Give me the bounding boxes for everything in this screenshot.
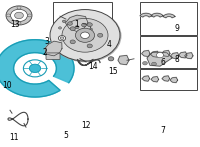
- Text: 5: 5: [64, 131, 68, 141]
- Circle shape: [17, 6, 21, 9]
- FancyBboxPatch shape: [140, 2, 197, 35]
- Polygon shape: [142, 50, 150, 56]
- Text: 1: 1: [75, 20, 79, 30]
- Polygon shape: [171, 53, 179, 59]
- Circle shape: [82, 23, 86, 27]
- Text: 8: 8: [175, 55, 179, 64]
- Polygon shape: [142, 76, 150, 81]
- Text: 9: 9: [175, 24, 179, 33]
- Circle shape: [17, 22, 21, 25]
- FancyBboxPatch shape: [140, 36, 197, 68]
- Text: 3: 3: [45, 37, 49, 46]
- Circle shape: [143, 61, 147, 65]
- Circle shape: [68, 22, 72, 25]
- Circle shape: [152, 62, 156, 66]
- Polygon shape: [162, 50, 170, 56]
- Polygon shape: [185, 53, 193, 59]
- FancyBboxPatch shape: [53, 2, 112, 45]
- Circle shape: [87, 44, 92, 48]
- Circle shape: [75, 26, 79, 29]
- Circle shape: [89, 28, 93, 31]
- Circle shape: [11, 9, 27, 22]
- Polygon shape: [118, 55, 129, 65]
- Text: 4: 4: [107, 40, 111, 49]
- Circle shape: [58, 27, 62, 29]
- Circle shape: [50, 10, 120, 61]
- Circle shape: [156, 52, 164, 58]
- Circle shape: [81, 32, 89, 39]
- Polygon shape: [179, 52, 187, 58]
- Circle shape: [62, 18, 108, 52]
- Circle shape: [98, 33, 103, 37]
- FancyBboxPatch shape: [46, 53, 60, 60]
- Circle shape: [62, 20, 66, 22]
- FancyBboxPatch shape: [140, 69, 197, 90]
- Circle shape: [90, 37, 94, 39]
- Polygon shape: [140, 13, 152, 17]
- Polygon shape: [0, 40, 74, 97]
- Circle shape: [70, 27, 75, 31]
- Circle shape: [6, 14, 10, 17]
- Text: 15: 15: [108, 67, 118, 76]
- Polygon shape: [151, 77, 159, 82]
- Circle shape: [29, 64, 41, 72]
- Polygon shape: [151, 13, 163, 17]
- Text: 7: 7: [161, 126, 165, 135]
- Text: 6: 6: [161, 58, 165, 67]
- Circle shape: [70, 40, 75, 44]
- Text: 12: 12: [81, 121, 91, 130]
- Polygon shape: [170, 77, 178, 83]
- Text: 11: 11: [9, 133, 19, 142]
- Polygon shape: [65, 15, 88, 32]
- Circle shape: [75, 28, 95, 42]
- Circle shape: [58, 36, 66, 41]
- Circle shape: [15, 12, 23, 19]
- Polygon shape: [162, 76, 170, 81]
- Circle shape: [6, 6, 32, 25]
- Circle shape: [60, 37, 64, 40]
- Text: 2: 2: [43, 48, 47, 57]
- Circle shape: [87, 23, 92, 27]
- Text: 13: 13: [10, 20, 20, 29]
- Circle shape: [28, 14, 32, 17]
- Polygon shape: [45, 41, 62, 56]
- Circle shape: [51, 10, 121, 62]
- Polygon shape: [147, 52, 172, 66]
- Text: 10: 10: [2, 81, 12, 90]
- Text: 14: 14: [88, 62, 98, 71]
- Polygon shape: [151, 51, 159, 57]
- Circle shape: [108, 57, 114, 61]
- Polygon shape: [163, 14, 175, 18]
